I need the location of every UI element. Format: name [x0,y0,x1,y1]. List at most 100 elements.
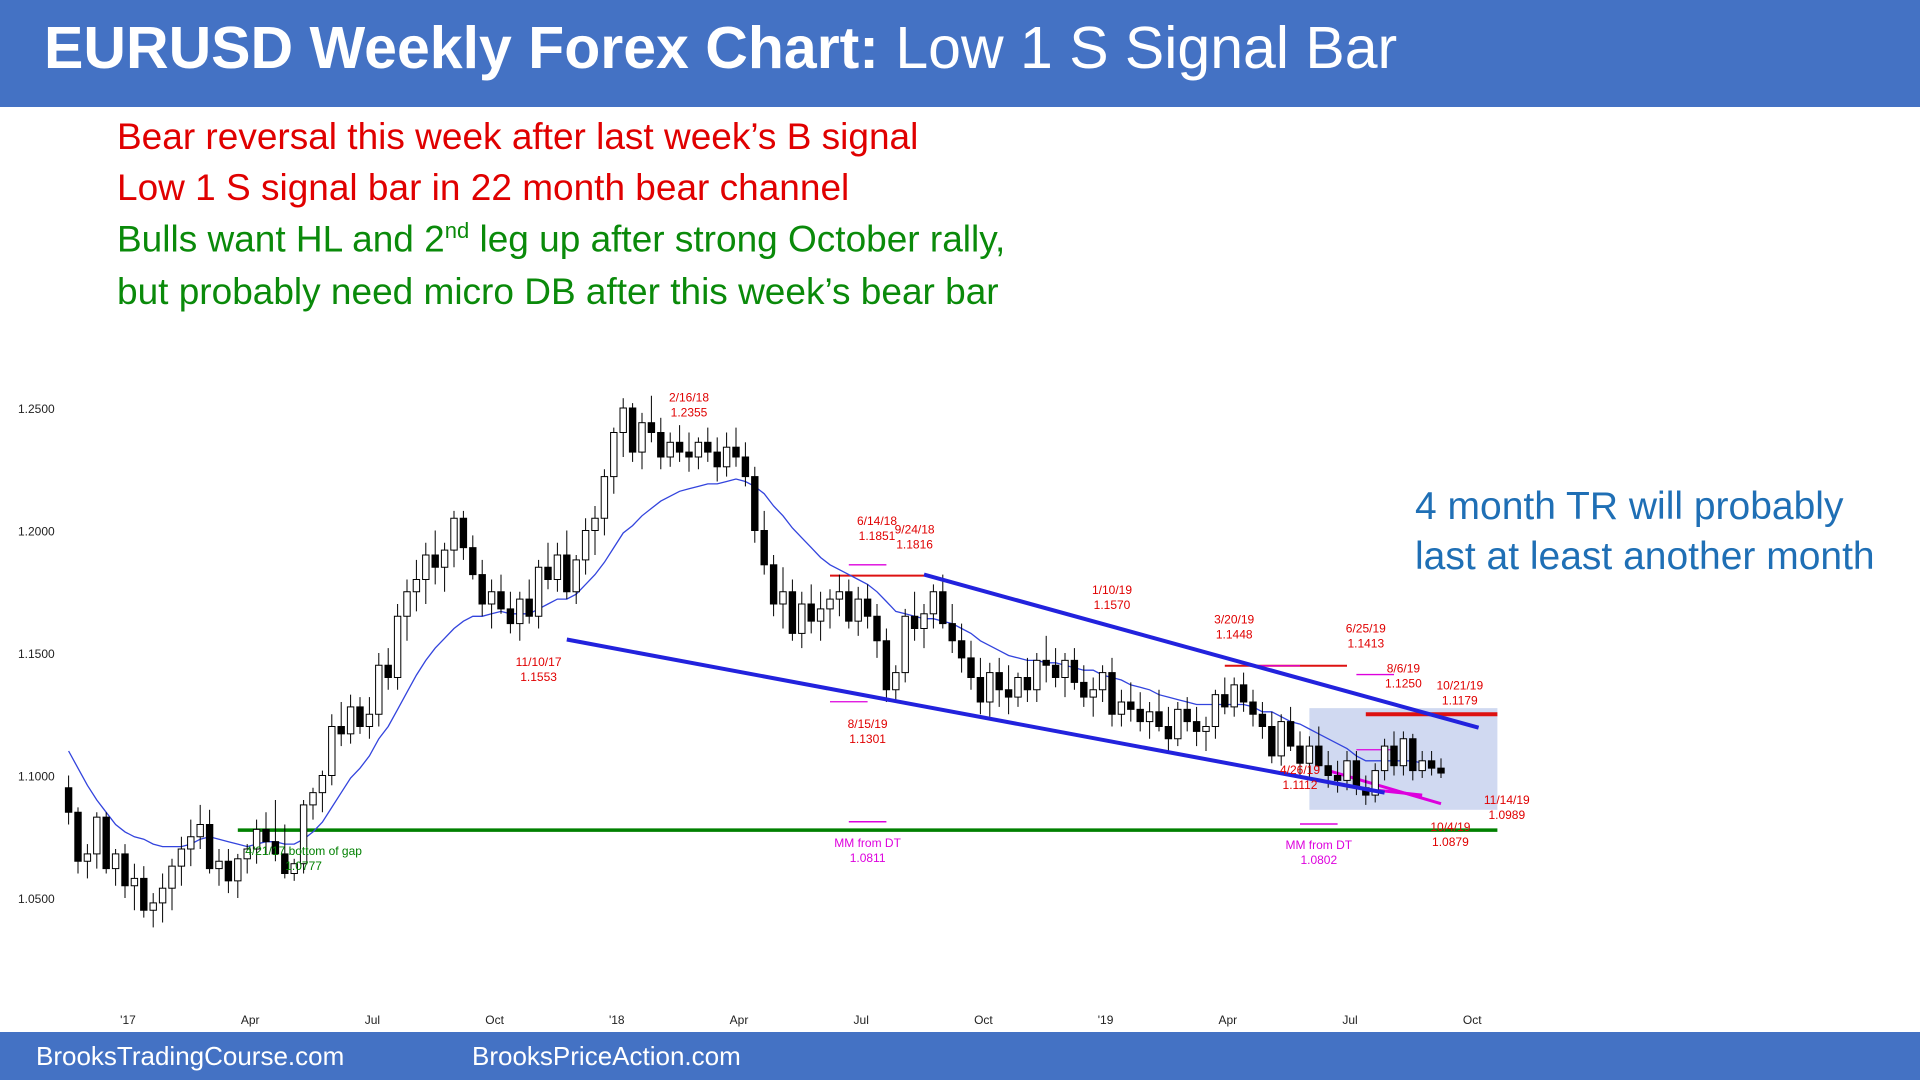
bull-candle [553,554,562,580]
bull-candle [722,446,731,468]
annotation-value: 1.2355 [671,406,708,420]
bear-candle [1296,745,1304,764]
y-tick-label: 1.2000 [18,525,55,539]
bull-candle [1089,689,1097,698]
bear-candle [1136,708,1144,723]
bull-candle [177,848,186,867]
page-title: EURUSD Weekly Forex Chart: Low 1 S Signa… [44,14,1397,82]
bull-candle [215,860,223,870]
bull-candle [638,422,646,453]
bear-candle [1070,659,1079,683]
mm-label: MM from DT [834,836,901,850]
bear-candle [1051,664,1060,678]
bull-candle [600,476,609,519]
bull-candle [130,877,139,887]
bull-candle [412,579,421,593]
bull-candle [290,863,298,875]
bear-candle [1155,711,1163,727]
bull-candle [581,530,590,561]
x-tick-label: Jul [854,1013,869,1027]
bear-candle [478,574,486,605]
bull-candle [365,713,374,727]
bull-candle [1230,684,1238,708]
x-tick-label: Oct [1463,1013,1482,1027]
bull-candle [1033,659,1041,691]
bear-candle [1352,760,1361,789]
bear-candle [1042,659,1050,666]
bull-candle [393,615,402,678]
bull-candle [1174,708,1182,740]
bear-candle [1221,694,1229,708]
annotation-value: 1.1851 [859,529,896,543]
annotation-value: 1.0879 [1432,835,1469,849]
footer-link-brookspriceaction[interactable]: BrooksPriceAction.com [472,1041,741,1071]
bull-candle [779,591,787,605]
bull-candle [1061,659,1069,678]
bear-candle [751,476,759,532]
bull-candle [1343,760,1351,781]
note-line-3: Bulls want HL and 2nd leg up after stron… [117,218,1005,260]
bear-candle [140,877,148,911]
bear-candle [1080,681,1088,698]
bear-candle [948,623,956,642]
note-line-3-a: Bulls want HL and 2 [117,218,445,260]
bear-candle [967,657,975,679]
annotation-value: 1.1413 [1347,636,1384,650]
bear-candle [910,615,919,629]
bear-candle [788,591,797,634]
bull-candle [1211,694,1220,728]
bear-candle [356,706,364,728]
bull-candle [619,407,627,433]
bear-candle [628,407,637,453]
bear-candle [732,446,740,458]
bear-candle [957,640,966,659]
bear-candle [939,591,947,625]
bear-candle [1004,689,1013,698]
bear-candle [704,441,712,453]
footer-link-brookstradingcourse[interactable]: BrooksTradingCourse.com [36,1041,345,1071]
bull-candle [450,517,458,551]
bear-candle [205,824,214,870]
bear-candle [1183,708,1191,723]
annotation-date: 3/20/19 [1214,613,1254,627]
bull-candle [920,613,928,629]
bull-candle [487,591,496,605]
bear-candle [1127,701,1135,710]
note-line-4: but probably need micro DB after this we… [117,271,999,312]
annotation-value: 1.1250 [1385,676,1422,690]
bear-candle [544,566,552,580]
bear-candle [769,564,778,605]
x-tick-label: Apr [1218,1013,1237,1027]
bull-candle [516,598,524,625]
gap-label: 4/21/17 bottom of gap [245,844,362,858]
y-tick-label: 1.1500 [18,647,55,661]
annotation-date: 10/4/19 [1430,820,1470,834]
bull-candle [1277,721,1285,757]
x-tick-label: Apr [730,1013,749,1027]
bull-candle [610,432,618,478]
bear-candle [497,591,505,610]
bull-candle [1145,711,1154,723]
bull-candle [986,672,994,703]
bull-candle [1202,726,1210,732]
bear-candle [1390,745,1398,767]
mm-value: 1.0802 [1300,853,1337,867]
annotation-value: 1.0989 [1488,808,1525,822]
bull-candle [816,608,825,622]
bear-candle [459,517,468,549]
bull-candle [346,706,355,735]
bear-candle [995,672,1003,691]
annotation-date: 8/6/19 [1387,661,1421,675]
bull-candle [694,441,703,458]
annotation-date: 10/21/19 [1436,679,1483,693]
tr-note-line-2: last at least another month [1415,535,1875,578]
bear-candle [262,828,270,843]
note-line-1: Bear reversal this week after last week’… [117,116,919,157]
bull-candle [1098,672,1107,691]
annotation-value: 1.1570 [1094,598,1131,612]
y-tick-label: 1.0500 [18,892,55,906]
bull-candle [309,792,317,806]
bear-candle [384,664,392,678]
bear-candle [1286,721,1295,747]
bull-candle [826,598,834,610]
